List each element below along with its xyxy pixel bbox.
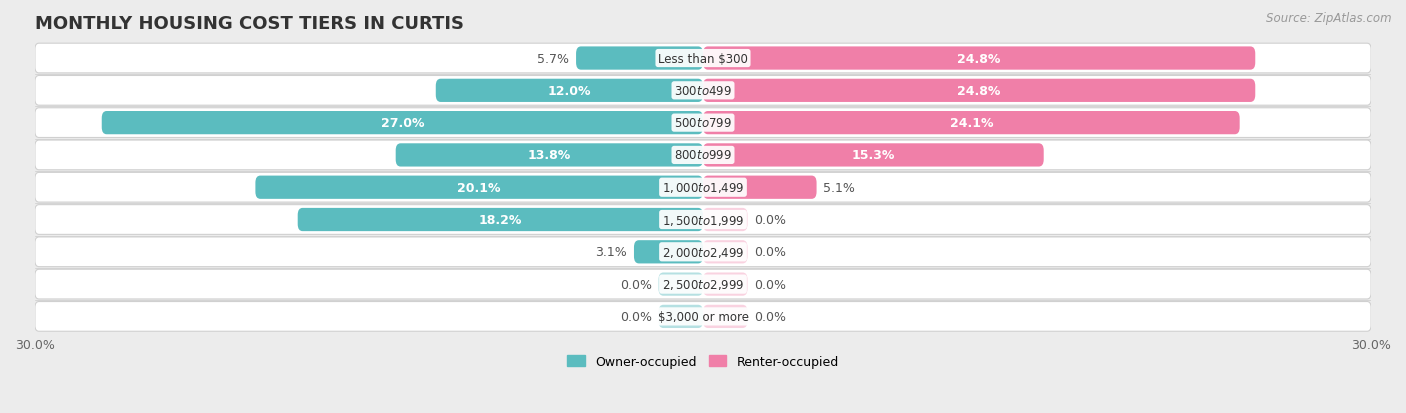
Text: 24.1%: 24.1% (949, 117, 993, 130)
FancyBboxPatch shape (634, 241, 703, 264)
Text: 15.3%: 15.3% (852, 149, 896, 162)
FancyBboxPatch shape (298, 209, 703, 232)
Text: 18.2%: 18.2% (478, 214, 522, 226)
Text: 5.1%: 5.1% (824, 181, 855, 194)
FancyBboxPatch shape (35, 205, 1371, 235)
Text: $500 to $799: $500 to $799 (673, 117, 733, 130)
FancyBboxPatch shape (35, 44, 1371, 74)
FancyBboxPatch shape (703, 47, 1256, 71)
Text: 0.0%: 0.0% (754, 278, 786, 291)
Text: $1,500 to $1,999: $1,500 to $1,999 (662, 213, 744, 227)
Text: 5.7%: 5.7% (537, 52, 569, 65)
Text: 13.8%: 13.8% (527, 149, 571, 162)
FancyBboxPatch shape (35, 76, 1371, 106)
FancyBboxPatch shape (703, 144, 1043, 167)
Text: 0.0%: 0.0% (754, 310, 786, 323)
FancyBboxPatch shape (35, 109, 1371, 138)
FancyBboxPatch shape (703, 176, 817, 199)
FancyBboxPatch shape (703, 112, 1240, 135)
Text: 3.1%: 3.1% (596, 246, 627, 259)
FancyBboxPatch shape (395, 144, 703, 167)
FancyBboxPatch shape (703, 209, 748, 232)
Text: 0.0%: 0.0% (620, 278, 652, 291)
Text: 12.0%: 12.0% (548, 85, 591, 97)
FancyBboxPatch shape (703, 80, 1256, 103)
Text: Source: ZipAtlas.com: Source: ZipAtlas.com (1267, 12, 1392, 25)
Text: $3,000 or more: $3,000 or more (658, 310, 748, 323)
FancyBboxPatch shape (703, 273, 748, 296)
Text: 24.8%: 24.8% (957, 52, 1001, 65)
Text: Less than $300: Less than $300 (658, 52, 748, 65)
Text: $1,000 to $1,499: $1,000 to $1,499 (662, 181, 744, 195)
Text: $2,500 to $2,999: $2,500 to $2,999 (662, 278, 744, 292)
FancyBboxPatch shape (35, 237, 1371, 267)
Legend: Owner-occupied, Renter-occupied: Owner-occupied, Renter-occupied (562, 350, 844, 373)
FancyBboxPatch shape (436, 80, 703, 103)
Text: 0.0%: 0.0% (754, 246, 786, 259)
Text: 27.0%: 27.0% (381, 117, 425, 130)
FancyBboxPatch shape (658, 305, 703, 328)
Text: MONTHLY HOUSING COST TIERS IN CURTIS: MONTHLY HOUSING COST TIERS IN CURTIS (35, 15, 464, 33)
FancyBboxPatch shape (703, 305, 748, 328)
FancyBboxPatch shape (35, 141, 1371, 171)
FancyBboxPatch shape (576, 47, 703, 71)
FancyBboxPatch shape (35, 302, 1371, 332)
FancyBboxPatch shape (35, 173, 1371, 203)
FancyBboxPatch shape (101, 112, 703, 135)
Text: 0.0%: 0.0% (620, 310, 652, 323)
Text: 20.1%: 20.1% (457, 181, 501, 194)
FancyBboxPatch shape (35, 270, 1371, 299)
Text: $2,000 to $2,499: $2,000 to $2,499 (662, 245, 744, 259)
Text: 24.8%: 24.8% (957, 85, 1001, 97)
FancyBboxPatch shape (256, 176, 703, 199)
FancyBboxPatch shape (703, 241, 748, 264)
FancyBboxPatch shape (658, 273, 703, 296)
Text: $800 to $999: $800 to $999 (673, 149, 733, 162)
Text: $300 to $499: $300 to $499 (673, 85, 733, 97)
Text: 0.0%: 0.0% (754, 214, 786, 226)
